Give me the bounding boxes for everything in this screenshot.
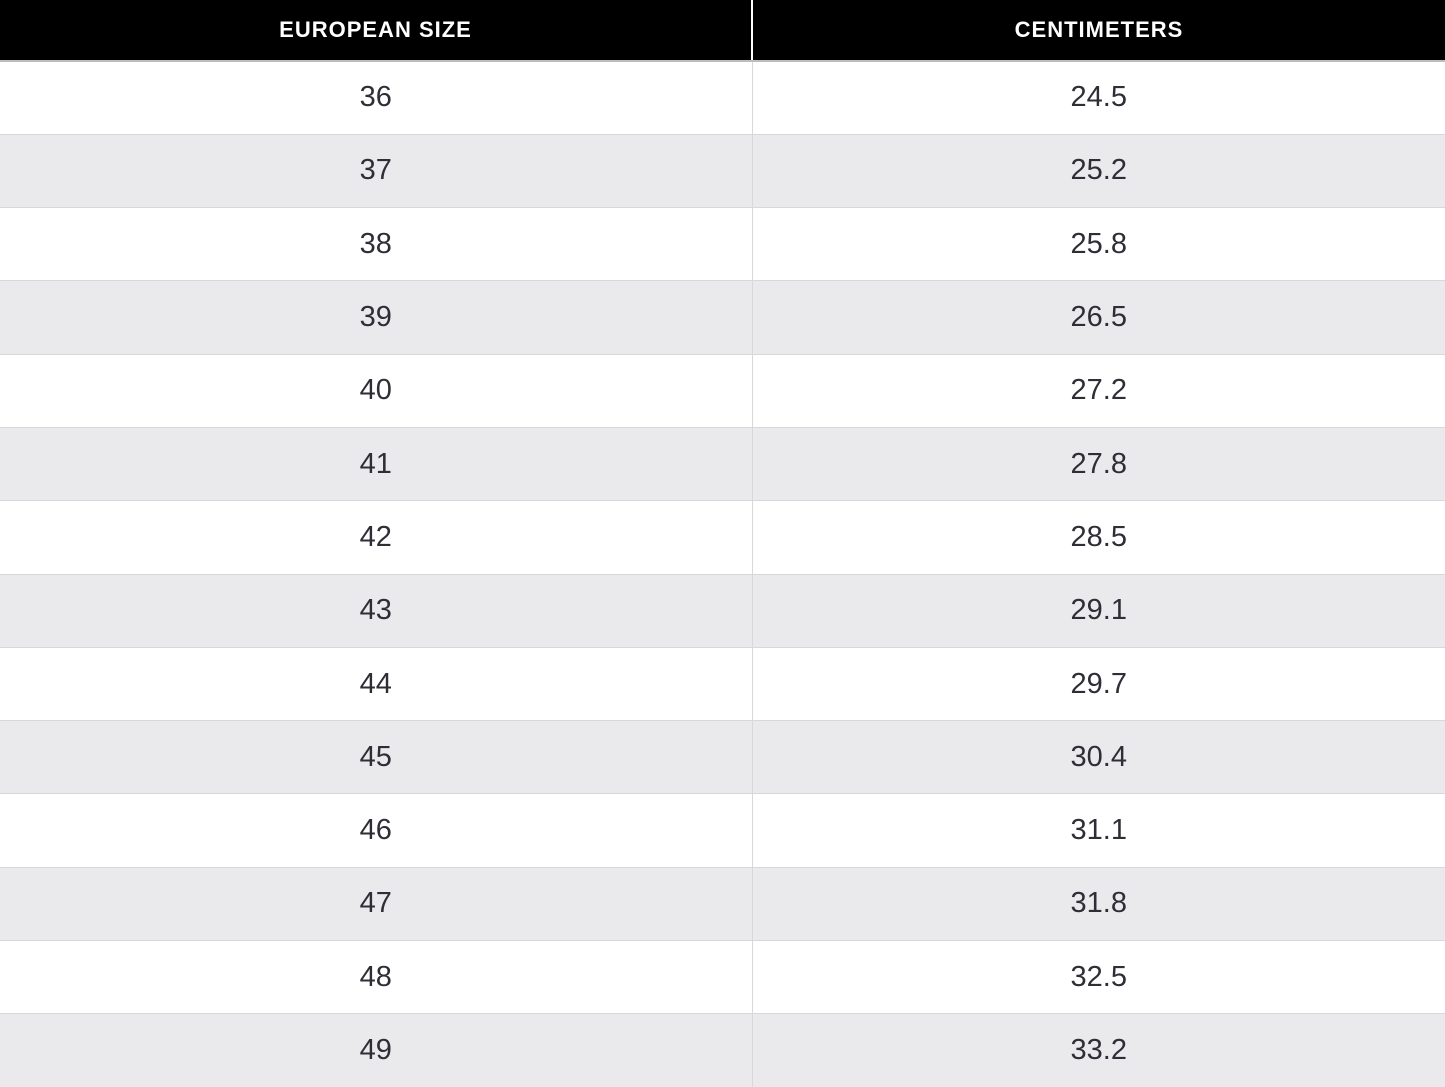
european-size-cell: 40	[0, 353, 753, 428]
european-size-header: EUROPEAN SIZE	[0, 0, 753, 62]
table-row: 44 29.7	[0, 646, 1445, 721]
european-size-cell: 41	[0, 426, 753, 501]
european-size-cell: 38	[0, 207, 753, 281]
centimeters-cell: 29.1	[752, 573, 1445, 648]
centimeters-cell: 25.8	[752, 207, 1445, 281]
table-row: 43 29.1	[0, 573, 1445, 648]
european-size-cell: 46	[0, 793, 753, 868]
size-table-body: 36 24.5 37 25.2 38 25.8 39 26.5 40 27.2 41 27.8 42 28…	[0, 60, 1445, 1087]
table-row: 49 33.2	[0, 1013, 1445, 1087]
table-row: 48 32.5	[0, 940, 1445, 1014]
european-size-cell: 39	[0, 280, 753, 355]
table-row: 45 30.4	[0, 720, 1445, 794]
table-row: 46 31.1	[0, 793, 1445, 868]
centimeters-cell: 30.4	[752, 720, 1445, 794]
table-row: 37 25.2	[0, 133, 1445, 208]
european-size-cell: 48	[0, 940, 753, 1014]
european-size-cell: 45	[0, 720, 753, 794]
table-row: 41 27.8	[0, 426, 1445, 501]
centimeters-header: CENTIMETERS	[752, 0, 1445, 62]
centimeters-cell: 28.5	[752, 500, 1445, 575]
european-size-cell: 36	[0, 60, 753, 135]
centimeters-cell: 31.1	[752, 793, 1445, 868]
european-size-cell: 37	[0, 133, 753, 208]
european-size-cell: 49	[0, 1013, 753, 1087]
table-row: 40 27.2	[0, 353, 1445, 428]
centimeters-cell: 26.5	[752, 280, 1445, 355]
european-size-cell: 42	[0, 500, 753, 575]
centimeters-cell: 33.2	[752, 1013, 1445, 1087]
centimeters-cell: 25.2	[752, 133, 1445, 208]
table-row: 47 31.8	[0, 866, 1445, 941]
centimeters-cell: 32.5	[752, 940, 1445, 1014]
centimeters-cell: 24.5	[752, 60, 1445, 135]
european-size-cell: 44	[0, 646, 753, 721]
european-size-cell: 43	[0, 573, 753, 648]
centimeters-cell: 31.8	[752, 866, 1445, 941]
table-row: 42 28.5	[0, 500, 1445, 575]
european-size-cell: 47	[0, 866, 753, 941]
centimeters-cell: 27.2	[752, 353, 1445, 428]
table-row: 36 24.5	[0, 60, 1445, 135]
table-row: 38 25.8	[0, 207, 1445, 281]
centimeters-cell: 29.7	[752, 646, 1445, 721]
centimeters-cell: 27.8	[752, 426, 1445, 501]
table-header-row: EUROPEAN SIZE CENTIMETERS	[0, 0, 1445, 62]
table-row: 39 26.5	[0, 280, 1445, 355]
